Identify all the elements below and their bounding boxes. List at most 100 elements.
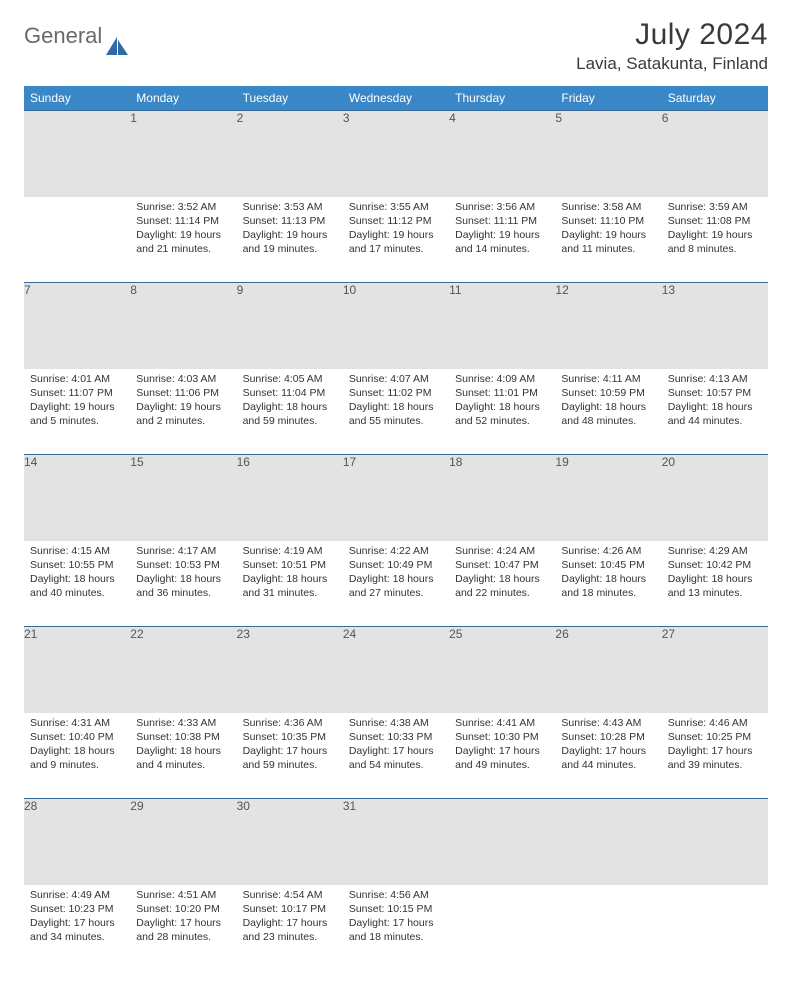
day-line: Daylight: 19 hours and 8 minutes. <box>668 228 762 256</box>
day-content-row: Sunrise: 4:01 AMSunset: 11:07 PMDaylight… <box>24 369 768 455</box>
weekday-header: Tuesday <box>237 86 343 111</box>
day-number-row: 78910111213 <box>24 283 768 369</box>
day-line: Sunrise: 4:11 AM <box>561 372 655 386</box>
day-line: Daylight: 17 hours and 59 minutes. <box>243 744 337 772</box>
day-cell: Sunrise: 4:41 AMSunset: 10:30 PMDaylight… <box>449 713 555 799</box>
day-cell-content: Sunrise: 4:24 AMSunset: 10:47 PMDaylight… <box>449 541 555 607</box>
day-number: 30 <box>237 799 343 885</box>
day-line: Sunset: 11:13 PM <box>243 214 337 228</box>
day-line: Sunrise: 4:54 AM <box>243 888 337 902</box>
day-cell-content: Sunrise: 4:17 AMSunset: 10:53 PMDaylight… <box>130 541 236 607</box>
day-cell-content: Sunrise: 3:53 AMSunset: 11:13 PMDaylight… <box>237 197 343 263</box>
day-cell-content: Sunrise: 4:46 AMSunset: 10:25 PMDaylight… <box>662 713 768 779</box>
day-line: Daylight: 18 hours and 18 minutes. <box>561 572 655 600</box>
day-line: Sunrise: 4:15 AM <box>30 544 124 558</box>
day-line: Sunset: 11:02 PM <box>349 386 443 400</box>
day-line: Sunrise: 4:05 AM <box>243 372 337 386</box>
day-line: Sunset: 10:30 PM <box>455 730 549 744</box>
day-line: Sunset: 11:10 PM <box>561 214 655 228</box>
day-line: Sunset: 10:47 PM <box>455 558 549 572</box>
day-cell-content: Sunrise: 4:49 AMSunset: 10:23 PMDaylight… <box>24 885 130 951</box>
day-number <box>662 799 768 885</box>
day-line: Sunrise: 4:17 AM <box>136 544 230 558</box>
day-number: 3 <box>343 111 449 197</box>
day-line: Sunset: 10:53 PM <box>136 558 230 572</box>
day-line: Daylight: 17 hours and 54 minutes. <box>349 744 443 772</box>
day-line: Sunset: 11:07 PM <box>30 386 124 400</box>
day-line: Daylight: 19 hours and 11 minutes. <box>561 228 655 256</box>
day-number: 15 <box>130 455 236 541</box>
day-line: Daylight: 19 hours and 19 minutes. <box>243 228 337 256</box>
day-line: Daylight: 18 hours and 13 minutes. <box>668 572 762 600</box>
day-cell: Sunrise: 3:59 AMSunset: 11:08 PMDaylight… <box>662 197 768 283</box>
brand-text: General Blue <box>24 26 102 67</box>
day-number: 13 <box>662 283 768 369</box>
day-cell-content <box>24 197 130 206</box>
day-line: Sunset: 10:15 PM <box>349 902 443 916</box>
day-number: 20 <box>662 455 768 541</box>
day-line: Sunset: 10:17 PM <box>243 902 337 916</box>
day-number: 12 <box>555 283 661 369</box>
day-line: Daylight: 17 hours and 44 minutes. <box>561 744 655 772</box>
day-line: Sunrise: 4:41 AM <box>455 716 549 730</box>
page-title: July 2024 <box>576 18 768 52</box>
day-number-row: 123456 <box>24 111 768 197</box>
day-number: 7 <box>24 283 130 369</box>
day-line: Sunset: 10:23 PM <box>30 902 124 916</box>
day-cell: Sunrise: 4:07 AMSunset: 11:02 PMDaylight… <box>343 369 449 455</box>
day-line: Sunrise: 4:36 AM <box>243 716 337 730</box>
day-line: Sunset: 10:51 PM <box>243 558 337 572</box>
day-cell: Sunrise: 4:11 AMSunset: 10:59 PMDaylight… <box>555 369 661 455</box>
day-cell: Sunrise: 4:22 AMSunset: 10:49 PMDaylight… <box>343 541 449 627</box>
page: General Blue July 2024 Lavia, Satakunta,… <box>0 0 792 989</box>
day-cell: Sunrise: 3:55 AMSunset: 11:12 PMDaylight… <box>343 197 449 283</box>
day-line: Sunset: 10:49 PM <box>349 558 443 572</box>
day-cell: Sunrise: 4:05 AMSunset: 11:04 PMDaylight… <box>237 369 343 455</box>
day-line: Daylight: 17 hours and 49 minutes. <box>455 744 549 772</box>
day-line: Daylight: 17 hours and 39 minutes. <box>668 744 762 772</box>
day-number: 25 <box>449 627 555 713</box>
day-number: 5 <box>555 111 661 197</box>
day-line: Daylight: 18 hours and 22 minutes. <box>455 572 549 600</box>
location-text: Lavia, Satakunta, Finland <box>576 54 768 74</box>
day-cell-content: Sunrise: 4:13 AMSunset: 10:57 PMDaylight… <box>662 369 768 435</box>
day-number <box>449 799 555 885</box>
day-cell: Sunrise: 3:56 AMSunset: 11:11 PMDaylight… <box>449 197 555 283</box>
sail-icon <box>106 37 128 55</box>
day-number: 4 <box>449 111 555 197</box>
day-line: Sunset: 10:35 PM <box>243 730 337 744</box>
day-number: 1 <box>130 111 236 197</box>
day-line: Sunset: 10:33 PM <box>349 730 443 744</box>
day-cell: Sunrise: 4:38 AMSunset: 10:33 PMDaylight… <box>343 713 449 799</box>
day-cell-content: Sunrise: 4:38 AMSunset: 10:33 PMDaylight… <box>343 713 449 779</box>
day-line: Sunrise: 4:22 AM <box>349 544 443 558</box>
day-number: 8 <box>130 283 236 369</box>
day-cell-content <box>555 885 661 894</box>
day-cell: Sunrise: 4:15 AMSunset: 10:55 PMDaylight… <box>24 541 130 627</box>
day-number-row: 14151617181920 <box>24 455 768 541</box>
day-line: Sunrise: 4:29 AM <box>668 544 762 558</box>
weekday-header: Sunday <box>24 86 130 111</box>
day-line: Sunrise: 4:43 AM <box>561 716 655 730</box>
day-line: Sunset: 10:45 PM <box>561 558 655 572</box>
day-number: 17 <box>343 455 449 541</box>
day-cell: Sunrise: 4:56 AMSunset: 10:15 PMDaylight… <box>343 885 449 971</box>
day-line: Daylight: 19 hours and 21 minutes. <box>136 228 230 256</box>
day-line: Sunset: 10:38 PM <box>136 730 230 744</box>
day-cell <box>555 885 661 971</box>
day-cell-content: Sunrise: 4:15 AMSunset: 10:55 PMDaylight… <box>24 541 130 607</box>
day-line: Daylight: 19 hours and 5 minutes. <box>30 400 124 428</box>
day-cell-content: Sunrise: 3:59 AMSunset: 11:08 PMDaylight… <box>662 197 768 263</box>
day-cell: Sunrise: 4:19 AMSunset: 10:51 PMDaylight… <box>237 541 343 627</box>
day-cell: Sunrise: 4:36 AMSunset: 10:35 PMDaylight… <box>237 713 343 799</box>
day-cell: Sunrise: 4:24 AMSunset: 10:47 PMDaylight… <box>449 541 555 627</box>
day-line: Sunset: 10:28 PM <box>561 730 655 744</box>
day-line: Sunset: 10:20 PM <box>136 902 230 916</box>
day-cell: Sunrise: 4:46 AMSunset: 10:25 PMDaylight… <box>662 713 768 799</box>
day-number: 26 <box>555 627 661 713</box>
day-line: Sunset: 11:14 PM <box>136 214 230 228</box>
day-cell: Sunrise: 3:52 AMSunset: 11:14 PMDaylight… <box>130 197 236 283</box>
day-line: Sunrise: 4:56 AM <box>349 888 443 902</box>
day-cell-content: Sunrise: 4:07 AMSunset: 11:02 PMDaylight… <box>343 369 449 435</box>
day-line: Daylight: 18 hours and 27 minutes. <box>349 572 443 600</box>
